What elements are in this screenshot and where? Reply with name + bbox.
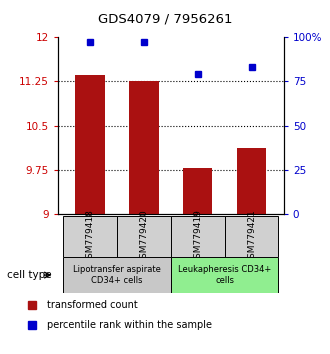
Text: Lipotransfer aspirate
CD34+ cells: Lipotransfer aspirate CD34+ cells <box>73 266 161 285</box>
Bar <box>171 257 279 293</box>
Text: transformed count: transformed count <box>47 301 138 310</box>
Bar <box>117 216 171 257</box>
Text: GDS4079 / 7956261: GDS4079 / 7956261 <box>98 12 232 25</box>
Bar <box>129 81 159 214</box>
Bar <box>183 167 213 214</box>
Text: cell type: cell type <box>7 270 51 280</box>
Text: Leukapheresis CD34+
cells: Leukapheresis CD34+ cells <box>178 266 271 285</box>
Text: GSM779418: GSM779418 <box>85 209 94 264</box>
Bar <box>171 216 225 257</box>
Text: GSM779420: GSM779420 <box>139 209 148 264</box>
Text: GSM779421: GSM779421 <box>247 209 256 264</box>
Bar <box>63 257 171 293</box>
Text: percentile rank within the sample: percentile rank within the sample <box>47 320 212 330</box>
Bar <box>75 75 105 214</box>
Bar <box>237 148 266 214</box>
Text: GSM779419: GSM779419 <box>193 209 202 264</box>
Bar <box>225 216 279 257</box>
Bar <box>63 216 117 257</box>
